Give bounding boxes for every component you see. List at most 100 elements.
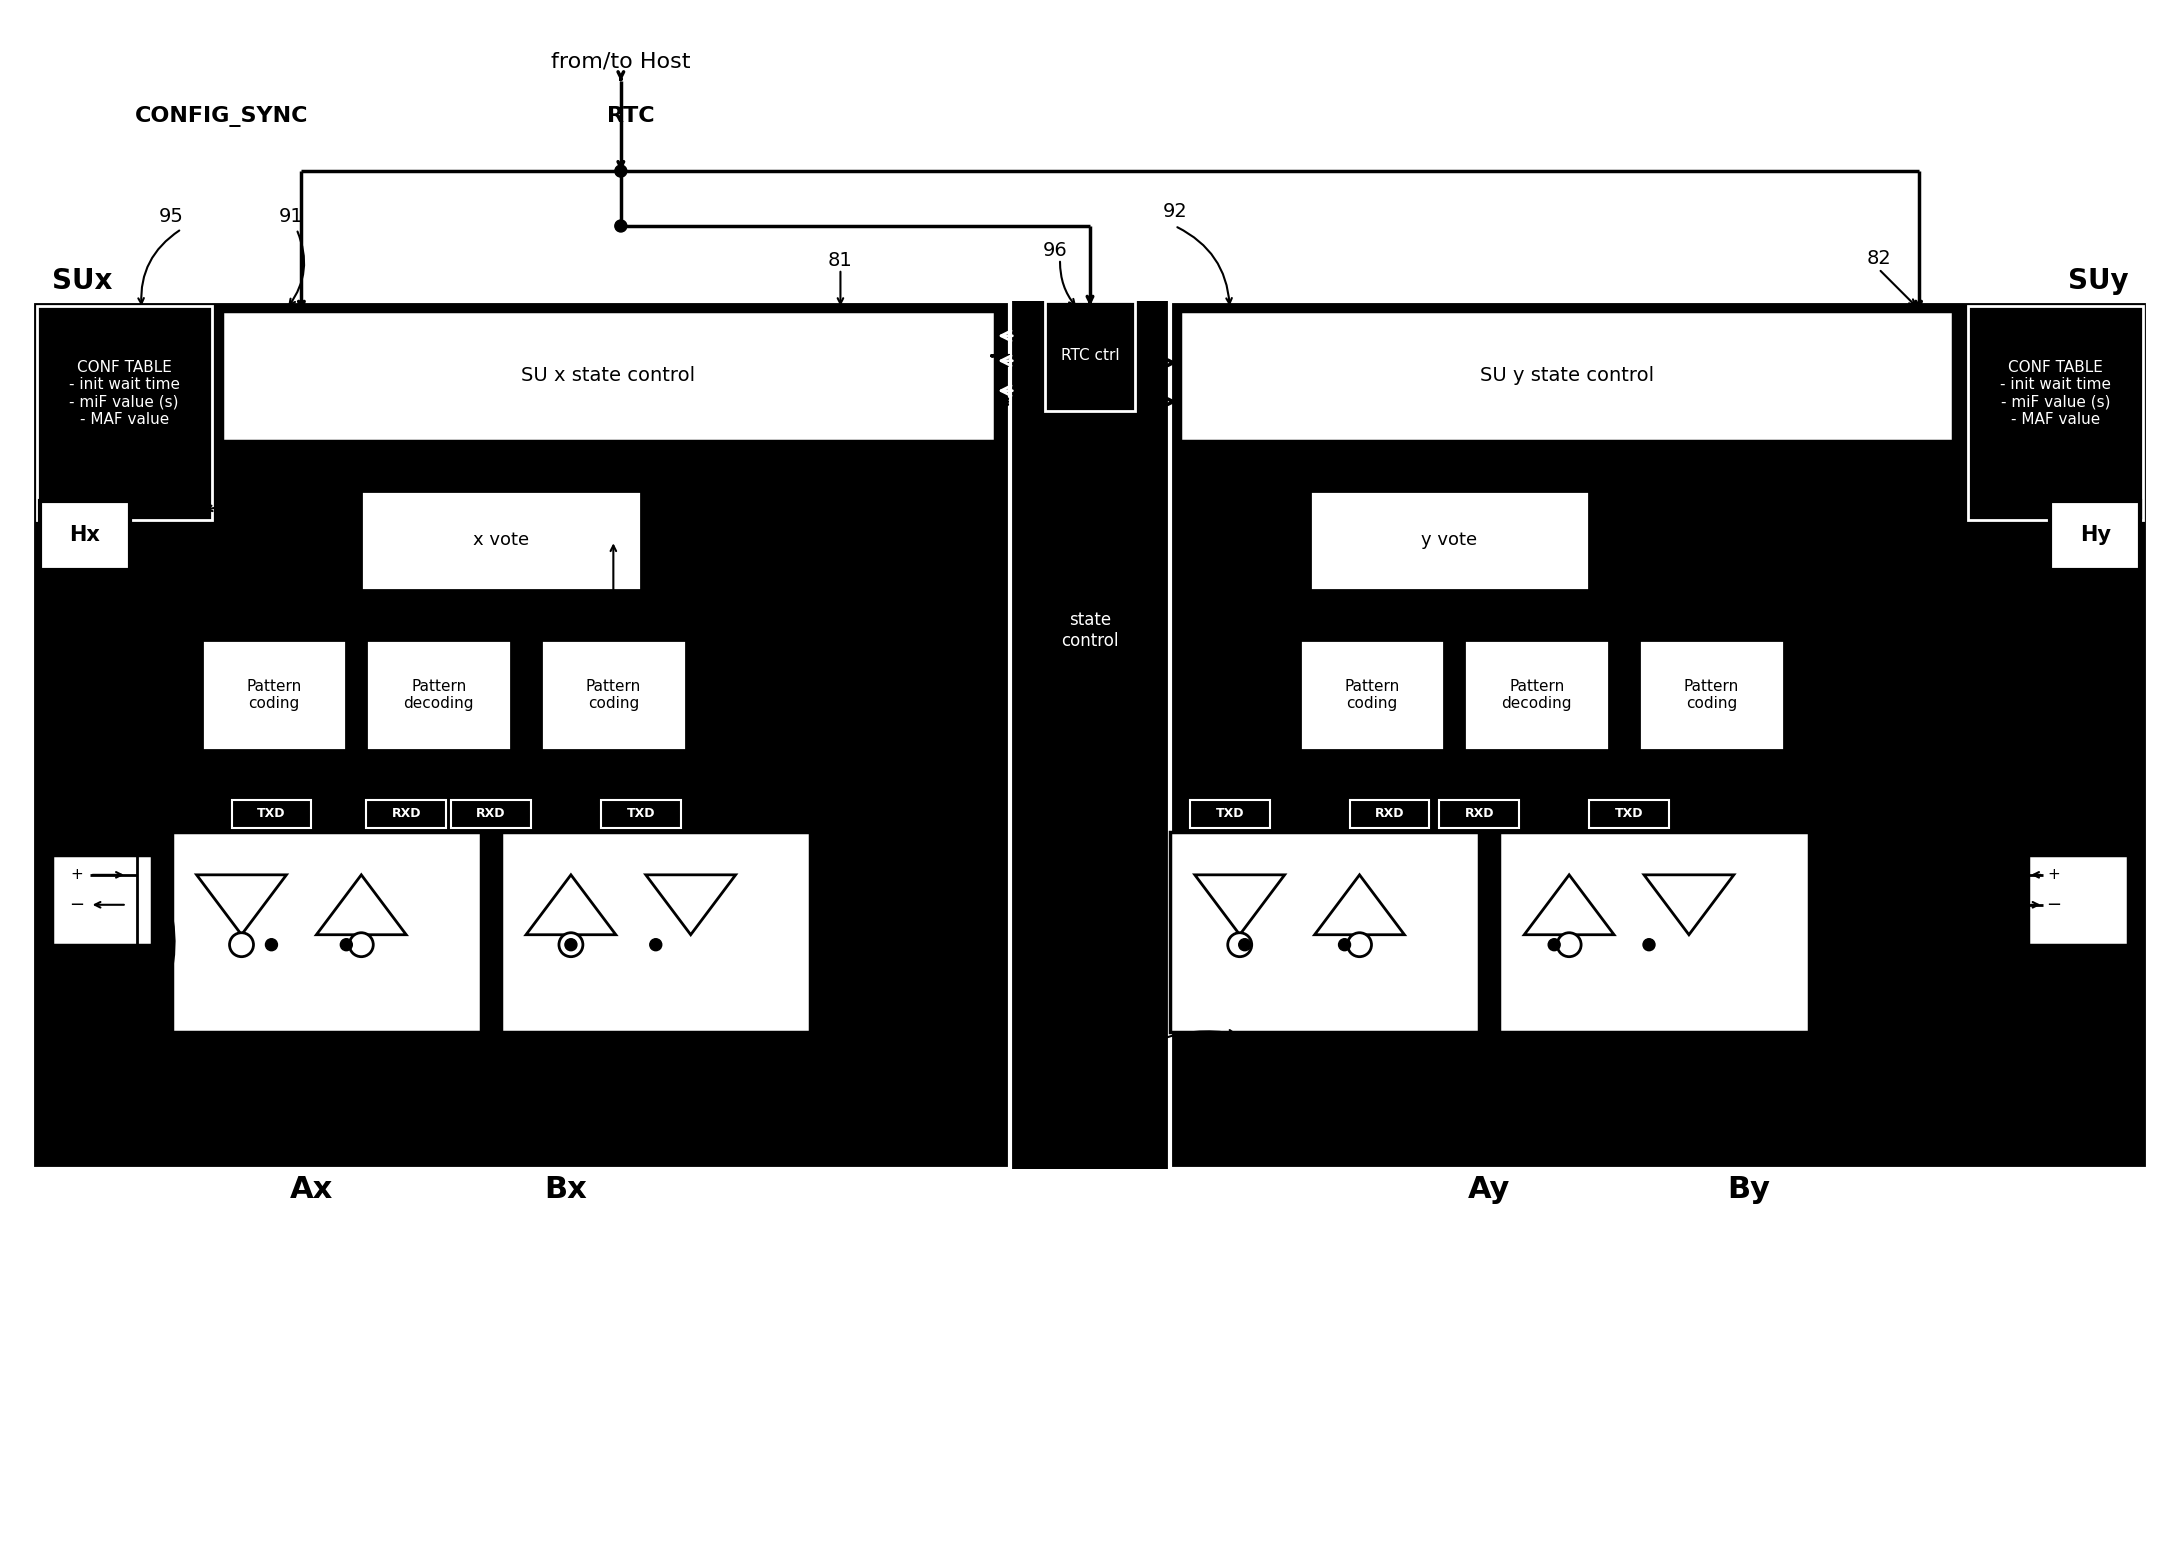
Text: Pattern
decoding: Pattern decoding: [403, 679, 473, 712]
Text: 92: 92: [1161, 202, 1188, 221]
Circle shape: [1643, 938, 1656, 951]
Polygon shape: [645, 874, 737, 935]
Bar: [501, 832, 811, 1032]
Text: CONFIG_SYNC: CONFIG_SYNC: [135, 106, 307, 127]
Text: 96: 96: [1044, 241, 1068, 261]
Circle shape: [560, 932, 584, 957]
Text: Pattern
decoding: Pattern decoding: [1501, 679, 1571, 712]
Circle shape: [1338, 938, 1351, 951]
Text: 94: 94: [1926, 482, 1950, 499]
Polygon shape: [1525, 874, 1615, 935]
Text: SU x state control: SU x state control: [521, 366, 695, 385]
Text: RXD: RXD: [477, 807, 506, 821]
Bar: [2029, 856, 2129, 945]
Text: +: +: [70, 868, 83, 882]
Bar: [39, 500, 131, 571]
Bar: [1011, 300, 1170, 1170]
Bar: [1310, 491, 1588, 590]
Text: −: −: [2046, 896, 2061, 913]
Circle shape: [229, 932, 253, 957]
Bar: [2050, 500, 2140, 571]
Circle shape: [564, 938, 577, 951]
Text: 99: 99: [649, 444, 673, 461]
Bar: [1499, 832, 1809, 1032]
Bar: [203, 640, 346, 751]
Bar: [362, 491, 641, 590]
Bar: [1046, 300, 1135, 411]
Text: TXD: TXD: [257, 807, 285, 821]
Text: 91: 91: [279, 206, 303, 225]
Text: 722: 722: [1517, 1104, 1562, 1125]
Text: +: +: [2046, 868, 2059, 882]
Text: RXD: RXD: [1375, 807, 1403, 821]
Bar: [52, 856, 153, 945]
Text: internal Ay, By: internal Ay, By: [1050, 832, 1161, 848]
Text: 93: 93: [235, 480, 257, 497]
Text: 71: 71: [776, 1104, 806, 1125]
Bar: [1440, 799, 1519, 827]
Text: Pattern
coding: Pattern coding: [1344, 679, 1399, 712]
Bar: [33, 300, 1011, 1170]
Bar: [172, 832, 482, 1032]
Circle shape: [349, 932, 373, 957]
Bar: [366, 640, 512, 751]
Text: Bx: Bx: [545, 1175, 588, 1204]
Bar: [1299, 640, 1445, 751]
Text: 97: 97: [447, 755, 471, 774]
Bar: [1968, 307, 2144, 521]
Text: internal Ax, Bx: internal Ax, Bx: [1050, 793, 1161, 807]
Polygon shape: [1194, 874, 1286, 935]
Circle shape: [1558, 932, 1582, 957]
Text: Pattern
coding: Pattern coding: [586, 679, 641, 712]
Text: 72: 72: [1813, 1104, 1843, 1125]
Text: CONF TABLE
- init wait time
- miF value (s)
- MAF value: CONF TABLE - init wait time - miF value …: [70, 360, 179, 427]
Circle shape: [340, 938, 353, 951]
Text: SUy: SUy: [2068, 267, 2129, 296]
Text: 93: 93: [715, 482, 737, 499]
Bar: [222, 311, 996, 441]
Text: 81: 81: [828, 252, 852, 271]
Bar: [37, 307, 211, 521]
Circle shape: [649, 938, 662, 951]
Bar: [1639, 640, 1785, 751]
Bar: [1588, 799, 1669, 827]
Text: from/to Host: from/to Host: [551, 52, 691, 72]
Text: RTC ctrl: RTC ctrl: [1061, 349, 1120, 363]
Bar: [33, 300, 1011, 1170]
Bar: [1349, 799, 1429, 827]
Circle shape: [1238, 938, 1251, 951]
Bar: [601, 799, 680, 827]
Text: Hy: Hy: [2079, 526, 2111, 546]
Polygon shape: [1314, 874, 1405, 935]
Text: 82: 82: [1865, 249, 1891, 269]
Circle shape: [614, 221, 628, 231]
Text: 94: 94: [1233, 480, 1257, 497]
Bar: [366, 799, 447, 827]
Text: Pattern
coding: Pattern coding: [246, 679, 301, 712]
Polygon shape: [525, 874, 617, 935]
Text: TXD: TXD: [628, 807, 656, 821]
Polygon shape: [196, 874, 285, 935]
Circle shape: [266, 938, 277, 951]
Text: D5: D5: [81, 1079, 113, 1099]
Text: By: By: [1728, 1175, 1769, 1204]
Bar: [1179, 311, 1952, 441]
Bar: [451, 799, 532, 827]
Text: SUx: SUx: [52, 267, 111, 296]
Text: RXD: RXD: [1464, 807, 1495, 821]
Bar: [231, 799, 312, 827]
Bar: [1170, 300, 2148, 1170]
Text: TXD: TXD: [1615, 807, 1643, 821]
Circle shape: [1227, 932, 1251, 957]
Text: Pattern
coding: Pattern coding: [1684, 679, 1739, 712]
Text: 712: 712: [527, 1104, 573, 1125]
Text: 98: 98: [1545, 755, 1569, 774]
Polygon shape: [1643, 874, 1734, 935]
Circle shape: [1549, 938, 1560, 951]
Text: RTC: RTC: [608, 106, 654, 127]
Text: Ax: Ax: [290, 1175, 333, 1204]
Text: SU y state control: SU y state control: [1480, 366, 1654, 385]
Text: CONF TABLE
- init wait time
- miF value (s)
- MAF value: CONF TABLE - init wait time - miF value …: [2000, 360, 2111, 427]
Bar: [1190, 799, 1270, 827]
Text: 721: 721: [1072, 1090, 1118, 1109]
